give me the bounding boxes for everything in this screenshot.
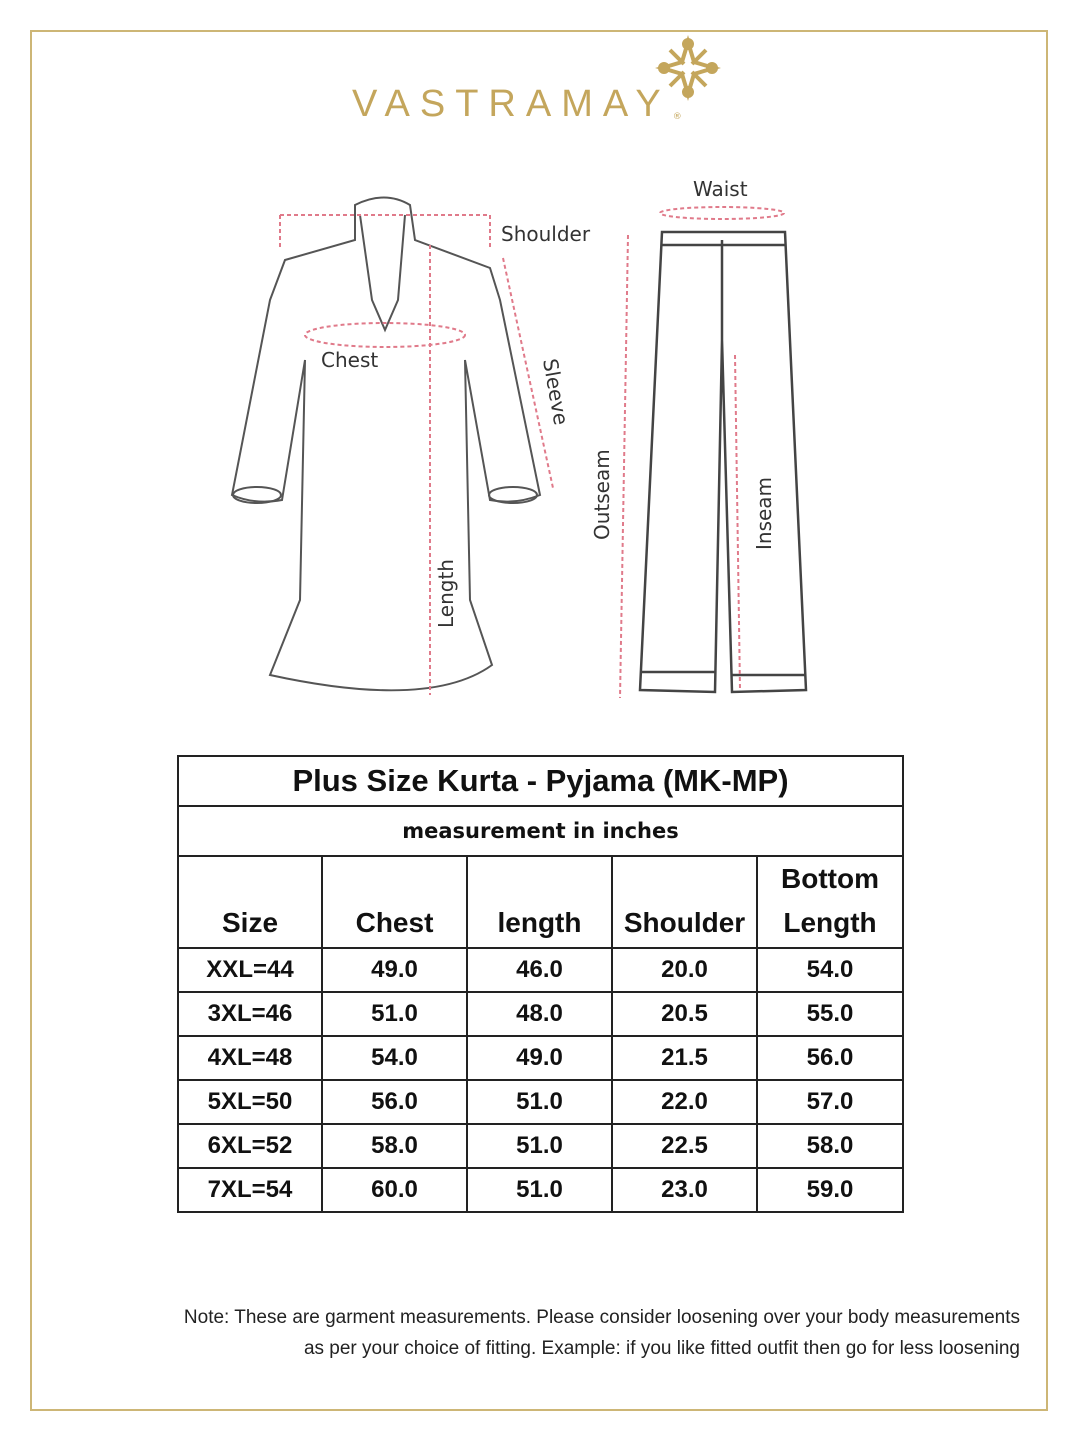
header-length: length [466, 855, 613, 949]
garment-diagram: Shoulder Chest Sleeve Length Waist Outse… [230, 35, 808, 699]
kurta-outline [230, 196, 542, 692]
table-cell: 57.0 [756, 1079, 904, 1125]
label-waist: Waist [693, 177, 748, 201]
table-row: 4XL=48 54.0 49.0 21.5 56.0 [177, 1035, 904, 1081]
table-cell: 5XL=50 [177, 1079, 323, 1125]
header-size: Size [177, 855, 323, 949]
registered-mark: ® [672, 112, 682, 122]
table-cell: 56.0 [321, 1079, 468, 1125]
table-cell: 7XL=54 [177, 1167, 323, 1213]
table-cell: 49.0 [466, 1035, 613, 1081]
table-cell: 51.0 [321, 991, 468, 1037]
page-border [30, 30, 1048, 1411]
kurta-measure-lines [279, 214, 554, 695]
label-outseam: Outseam [590, 449, 614, 540]
table-cell: 54.0 [756, 947, 904, 993]
table-cell: 20.5 [611, 991, 758, 1037]
table-header-row: Size Chest length Shoulder Bottom Length [177, 855, 904, 949]
label-inseam: Inseam [752, 477, 776, 550]
pyjama-measure-lines [619, 206, 785, 699]
table-cell: 56.0 [756, 1035, 904, 1081]
header-chest: Chest [321, 855, 468, 949]
table-cell: 22.5 [611, 1123, 758, 1169]
label-length: Length [434, 559, 458, 628]
table-row: 7XL=54 60.0 51.0 23.0 59.0 [177, 1167, 904, 1213]
table-row: 3XL=46 51.0 48.0 20.5 55.0 [177, 991, 904, 1037]
table-cell: 58.0 [756, 1123, 904, 1169]
table-cell: 3XL=46 [177, 991, 323, 1037]
label-sleeve: Sleeve [538, 357, 573, 427]
brand-logo: VASTRAMAY [352, 83, 671, 125]
table-cell: 54.0 [321, 1035, 468, 1081]
table-title: Plus Size Kurta - Pyjama (MK-MP) [177, 755, 904, 807]
note-text: Note: These are garment measurements. Pl… [40, 1302, 1020, 1364]
size-chart-table: Plus Size Kurta - Pyjama (MK-MP) measure… [177, 755, 904, 1213]
table-cell: 21.5 [611, 1035, 758, 1081]
header-bottom-length: Bottom Length [756, 855, 904, 949]
table-cell: 55.0 [756, 991, 904, 1037]
brand-header: VASTRAMAY ® [352, 82, 682, 126]
table-cell: 6XL=52 [177, 1123, 323, 1169]
table-cell: 60.0 [321, 1167, 468, 1213]
table-cell: XXL=44 [177, 947, 323, 993]
table-cell: 51.0 [466, 1167, 613, 1213]
table-cell: 46.0 [466, 947, 613, 993]
table-row: 5XL=50 56.0 51.0 22.0 57.0 [177, 1079, 904, 1125]
table-cell: 49.0 [321, 947, 468, 993]
table-row: XXL=44 49.0 46.0 20.0 54.0 [177, 947, 904, 993]
table-row: 6XL=52 58.0 51.0 22.5 58.0 [177, 1123, 904, 1169]
table-cell: 20.0 [611, 947, 758, 993]
table-cell: 4XL=48 [177, 1035, 323, 1081]
label-shoulder: Shoulder [501, 222, 591, 246]
table-cell: 22.0 [611, 1079, 758, 1125]
note-line-1: Note: These are garment measurements. Pl… [183, 1307, 1020, 1328]
header-shoulder: Shoulder [611, 855, 758, 949]
table-cell: 51.0 [466, 1123, 613, 1169]
table-subtitle: measurement in inches [177, 805, 904, 857]
table-cell: 51.0 [466, 1079, 613, 1125]
pyjama-outline [638, 230, 808, 694]
table-cell: 23.0 [611, 1167, 758, 1213]
note-line-2: as per your choice of fitting. Example: … [303, 1338, 1020, 1359]
table-cell: 58.0 [321, 1123, 468, 1169]
mandala-logo-icon [655, 35, 721, 101]
table-cell: 48.0 [466, 991, 613, 1037]
table-cell: 59.0 [756, 1167, 904, 1213]
label-chest: Chest [321, 348, 378, 372]
